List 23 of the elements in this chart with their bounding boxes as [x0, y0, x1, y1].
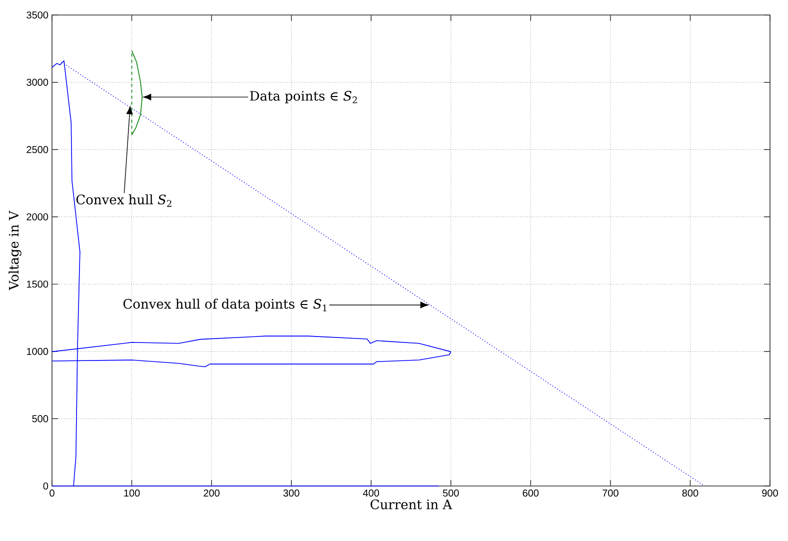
x-tick-label: 600 — [522, 490, 539, 497]
y-tick-label: 0 — [43, 482, 48, 490]
annotation: Convex hull of data points ∈ S$_{1}$ — [123, 298, 326, 312]
y-axis-title: Voltage in V — [8, 210, 22, 290]
x-tick-label: 300 — [283, 490, 300, 497]
x-tick-label: 100 — [124, 490, 140, 497]
annotation: Data points ∈ S$_{2}$ — [250, 90, 357, 104]
x-tick-label: 800 — [682, 490, 698, 497]
x-tick-label: 900 — [762, 490, 778, 497]
y-tick-label: 1500 — [27, 280, 48, 288]
y-tick-label: 3000 — [26, 78, 48, 86]
y-tick-label: 2000 — [26, 213, 48, 220]
x-tick-label: 400 — [363, 490, 380, 497]
x-tick-label: 500 — [442, 490, 459, 497]
y-tick-label: 3500 — [26, 11, 48, 19]
x-tick-label: 700 — [602, 490, 618, 497]
x-tick-label: 0 — [50, 490, 54, 497]
y-tick-label: 1000 — [27, 348, 48, 355]
y-tick-label: 2500 — [26, 146, 48, 154]
x-axis-title: Current in A — [370, 499, 452, 510]
x-tick-label: 200 — [204, 490, 220, 497]
y-tick-label: 500 — [32, 415, 48, 422]
annotation: Convex hull S$_{2}$ — [76, 194, 172, 207]
